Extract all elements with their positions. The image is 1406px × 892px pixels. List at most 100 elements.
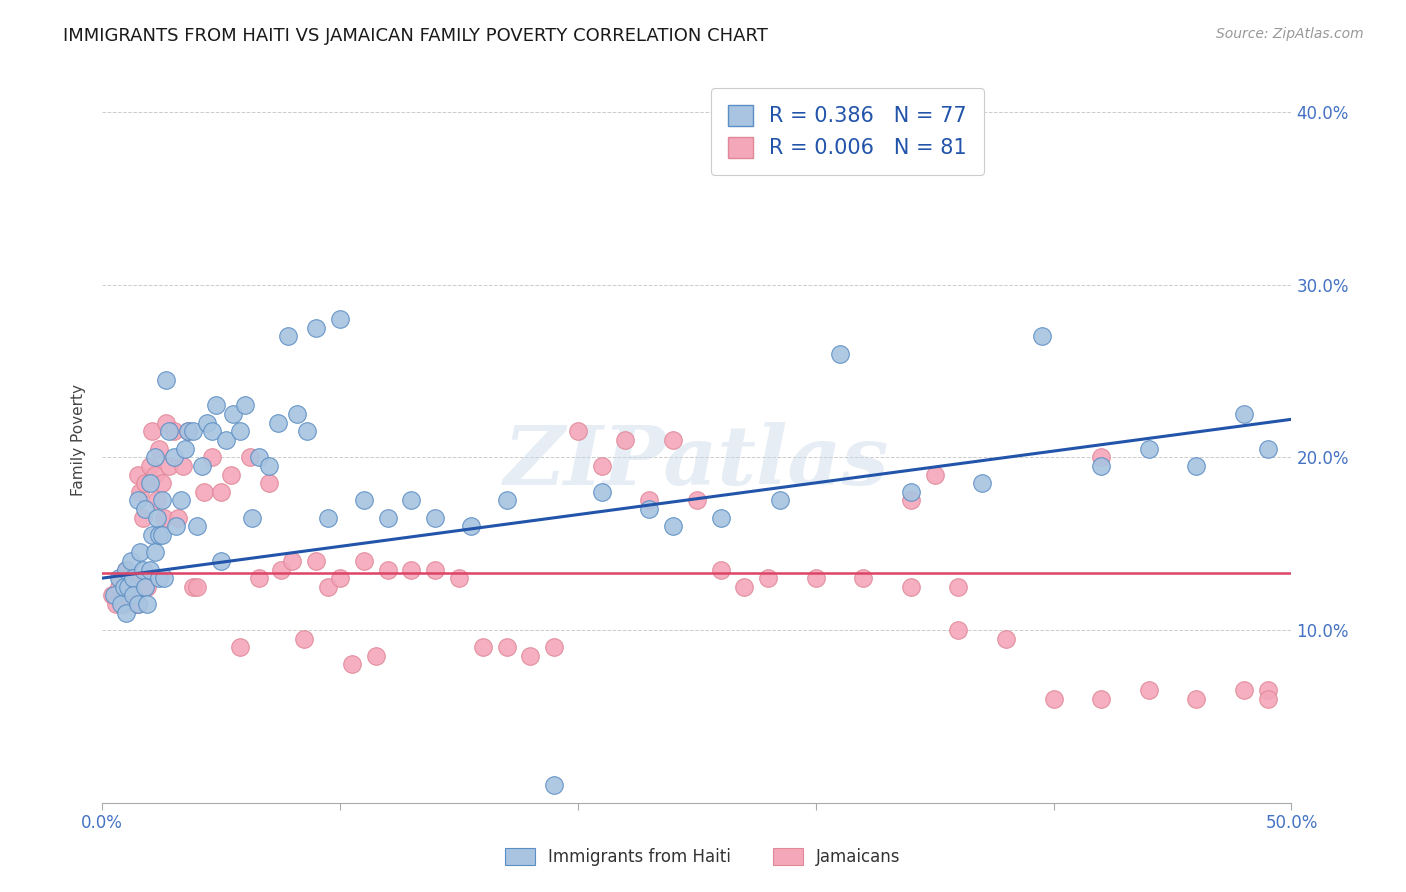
Point	[401, 562, 423, 576]
Point	[710, 562, 733, 576]
Point	[733, 580, 755, 594]
Point	[447, 571, 470, 585]
Point	[638, 493, 661, 508]
Point	[177, 425, 200, 439]
Point	[1233, 407, 1256, 421]
Point	[591, 458, 613, 473]
Point	[201, 425, 224, 439]
Point	[295, 425, 318, 439]
Point	[115, 562, 138, 576]
Point	[222, 407, 245, 421]
Point	[174, 442, 197, 456]
Point	[157, 425, 180, 439]
Point	[1233, 683, 1256, 698]
Point	[229, 425, 252, 439]
Point	[129, 484, 152, 499]
Point	[191, 458, 214, 473]
Point	[353, 554, 375, 568]
Point	[1090, 692, 1112, 706]
Point	[305, 554, 328, 568]
Point	[519, 648, 541, 663]
Point	[117, 580, 139, 594]
Point	[131, 562, 153, 576]
Point	[181, 580, 204, 594]
Point	[247, 450, 270, 465]
Point	[150, 476, 173, 491]
Point	[122, 588, 145, 602]
Point	[148, 442, 170, 456]
Point	[127, 597, 149, 611]
Point	[157, 458, 180, 473]
Point	[1031, 329, 1053, 343]
Point	[804, 571, 827, 585]
Point	[1137, 683, 1160, 698]
Point	[153, 571, 176, 585]
Point	[112, 597, 135, 611]
Point	[103, 588, 125, 602]
Point	[900, 484, 922, 499]
Point	[186, 519, 208, 533]
Point	[277, 329, 299, 343]
Point	[425, 562, 447, 576]
Point	[134, 580, 156, 594]
Point	[141, 528, 163, 542]
Legend: R = 0.386   N = 77, R = 0.006   N = 81: R = 0.386 N = 77, R = 0.006 N = 81	[711, 87, 984, 175]
Point	[233, 399, 256, 413]
Y-axis label: Family Poverty: Family Poverty	[72, 384, 86, 496]
Point	[239, 450, 262, 465]
Point	[146, 510, 169, 524]
Point	[195, 416, 218, 430]
Point	[148, 571, 170, 585]
Point	[122, 588, 145, 602]
Point	[948, 623, 970, 637]
Point	[117, 580, 139, 594]
Point	[127, 467, 149, 482]
Point	[108, 571, 131, 585]
Point	[316, 580, 339, 594]
Point	[948, 580, 970, 594]
Point	[1042, 692, 1064, 706]
Point	[150, 528, 173, 542]
Point	[127, 493, 149, 508]
Point	[155, 416, 177, 430]
Point	[247, 571, 270, 585]
Point	[134, 502, 156, 516]
Point	[471, 640, 494, 655]
Point	[115, 606, 138, 620]
Point	[136, 597, 159, 611]
Point	[1185, 458, 1208, 473]
Point	[170, 493, 193, 508]
Point	[143, 545, 166, 559]
Point	[209, 554, 232, 568]
Text: IMMIGRANTS FROM HAITI VS JAMAICAN FAMILY POVERTY CORRELATION CHART: IMMIGRANTS FROM HAITI VS JAMAICAN FAMILY…	[63, 27, 768, 45]
Point	[122, 571, 145, 585]
Point	[852, 571, 875, 585]
Point	[710, 510, 733, 524]
Point	[143, 450, 166, 465]
Point	[1257, 683, 1279, 698]
Point	[129, 545, 152, 559]
Point	[120, 571, 142, 585]
Point	[1257, 692, 1279, 706]
Point	[257, 476, 280, 491]
Point	[756, 571, 779, 585]
Point	[105, 597, 128, 611]
Point	[340, 657, 363, 672]
Point	[110, 597, 132, 611]
Point	[148, 528, 170, 542]
Point	[219, 467, 242, 482]
Point	[100, 588, 122, 602]
Point	[205, 399, 228, 413]
Point	[120, 554, 142, 568]
Point	[110, 571, 132, 585]
Point	[972, 476, 994, 491]
Point	[1185, 692, 1208, 706]
Point	[285, 407, 308, 421]
Point	[292, 632, 315, 646]
Point	[495, 493, 517, 508]
Point	[377, 562, 399, 576]
Point	[215, 433, 238, 447]
Point	[305, 320, 328, 334]
Point	[209, 484, 232, 499]
Point	[177, 425, 200, 439]
